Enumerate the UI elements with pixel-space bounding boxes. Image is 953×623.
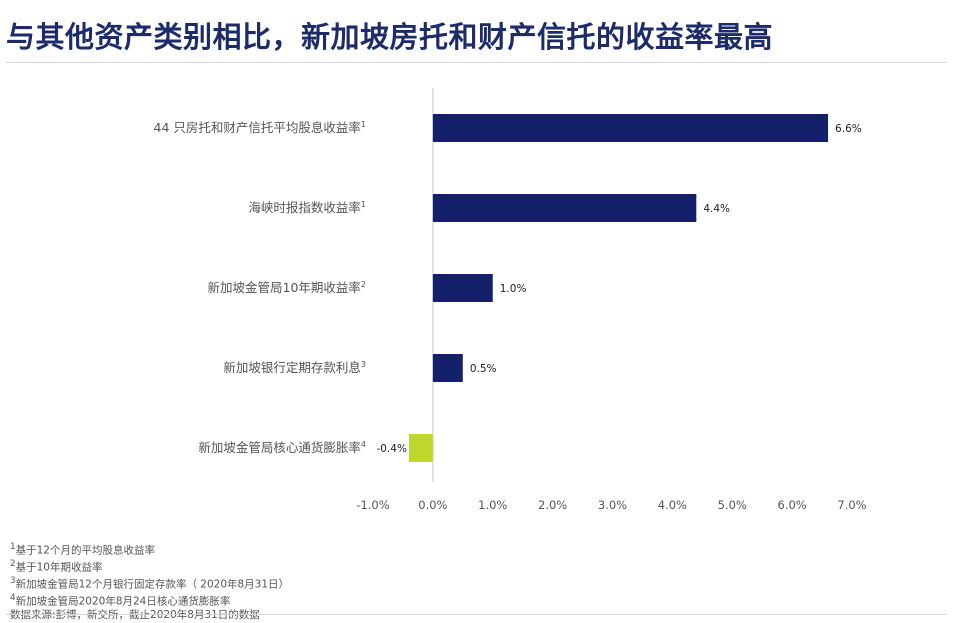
category-label: 新加坡银行定期存款利息3 [223, 360, 366, 375]
footnote-marker: 4 [10, 592, 16, 603]
footnote-source: 数据来源:彭博，新交所，截止2020年8月31日的数据 [10, 609, 289, 622]
category-label: 新加坡金管局核心通货膨胀率4 [198, 440, 366, 455]
category-label-superscript: 4 [361, 440, 366, 449]
category-label-text: 新加坡银行定期存款利息 [223, 360, 361, 375]
bar-value-label: 4.4% [703, 203, 730, 215]
category-label: 新加坡金管局10年期收益率2 [207, 280, 366, 295]
x-tick-label: -1.0% [356, 498, 389, 512]
footnote-text: 基于10年期收益率 [15, 561, 103, 574]
category-label-superscript: 2 [361, 280, 366, 289]
category-label-text: 44 只房托和财产信托平均股息收益率 [154, 120, 361, 135]
bar [432, 354, 463, 382]
footnotes: 1基于12个月的平均股息收益率 2基于10年期收益率 3新加坡金管局12个月银行… [10, 541, 289, 622]
x-tick-label: 3.0% [598, 498, 627, 512]
yield-comparison-bar-chart: 6.6%44 只房托和财产信托平均股息收益率14.4%海峡时报指数收益率11.0… [154, 88, 867, 512]
x-tick-label: 5.0% [718, 498, 747, 512]
x-tick-label: 4.0% [658, 498, 687, 512]
bar-value-label: -0.4% [376, 443, 406, 455]
bar-value-label: 1.0% [500, 283, 527, 295]
x-tick-label: 1.0% [478, 498, 507, 512]
x-tick-label: 6.0% [778, 498, 807, 512]
category-label-superscript: 3 [361, 360, 366, 369]
footnote-text: 新加坡金管局2020年8月24日核心通货膨胀率 [15, 595, 231, 608]
x-tick-label: 2.0% [538, 498, 567, 512]
bar [408, 434, 433, 462]
footnote-marker: 2 [10, 558, 16, 569]
bar [432, 194, 697, 222]
category-label-superscript: 1 [361, 200, 366, 209]
bar [432, 114, 829, 142]
category-label: 44 只房托和财产信托平均股息收益率1 [154, 120, 366, 135]
x-tick-label: 0.0% [418, 498, 447, 512]
footnote-1: 1基于12个月的平均股息收益率 [10, 541, 289, 558]
footnote-2: 2基于10年期收益率 [10, 558, 289, 575]
page-title: 与其他资产类别相比，新加坡房托和财产信托的收益率最高 [6, 20, 774, 54]
footnote-marker: 1 [10, 542, 16, 552]
bar-value-label: 6.6% [835, 123, 862, 135]
footnote-text: 新加坡金管局12个月银行固定存款率（ 2020年8月31日） [15, 578, 290, 591]
category-label: 海峡时报指数收益率1 [248, 200, 366, 215]
footnote-4: 4新加坡金管局2020年8月24日核心通货膨胀率 [10, 592, 289, 609]
x-tick-label: 7.0% [837, 498, 866, 512]
footnote-marker: 3 [10, 575, 16, 586]
footnote-3: 3新加坡金管局12个月银行固定存款率（ 2020年8月31日） [10, 575, 289, 592]
category-label-text: 新加坡金管局10年期收益率 [207, 280, 360, 295]
footnote-text: 基于12个月的平均股息收益率 [15, 544, 155, 557]
category-label-superscript: 1 [361, 120, 366, 129]
bottom-divider [6, 614, 947, 615]
bar-value-label: 0.5% [470, 363, 497, 375]
category-label-text: 新加坡金管局核心通货膨胀率 [198, 440, 361, 455]
title-divider [6, 62, 947, 63]
bar [432, 274, 493, 302]
category-label-text: 海峡时报指数收益率 [248, 200, 361, 215]
